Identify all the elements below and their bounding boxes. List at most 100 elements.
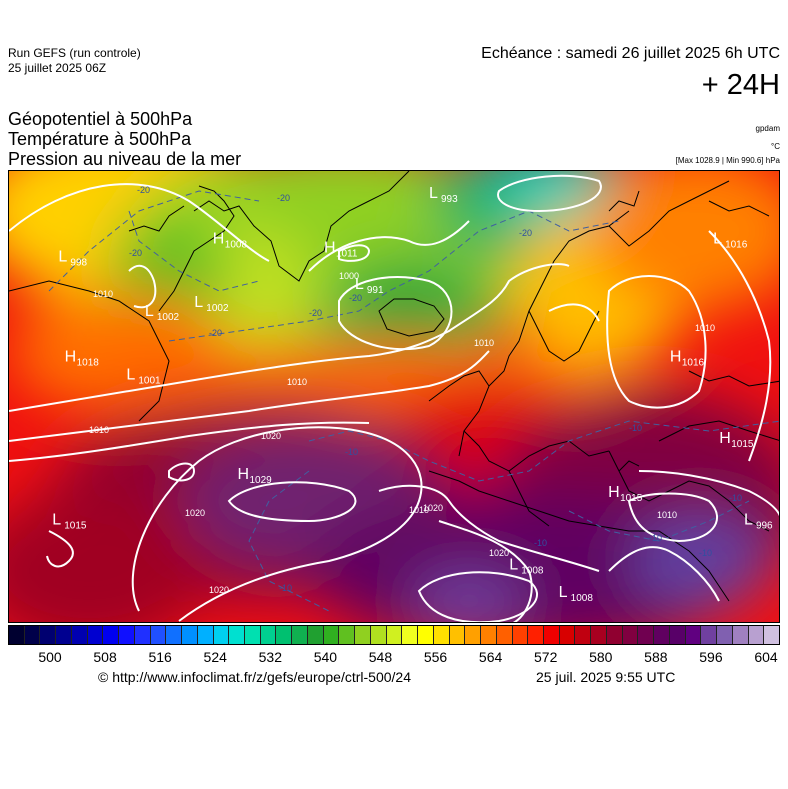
pressure-center-value: 991	[367, 285, 384, 296]
isobar-label: 1010	[93, 289, 113, 299]
isotherm-label: -20	[137, 185, 150, 195]
pressure-center: H 1018	[65, 348, 100, 368]
coastlines	[9, 171, 779, 602]
colorbar-cell	[40, 626, 57, 644]
low-pressure-letter: L	[355, 276, 364, 293]
isobar-label: 1000	[339, 271, 359, 281]
colorbar-cell	[669, 626, 686, 644]
isobar-label: 1010	[695, 323, 715, 333]
colorbar-tick-label: 588	[644, 649, 668, 665]
high-pressure-letter: H	[670, 348, 682, 365]
colorbar-cell	[591, 626, 607, 644]
colorbar-tick-label: 508	[93, 649, 117, 665]
colorbar-tick-label: 516	[148, 649, 172, 665]
isotherm-label: -20	[277, 193, 290, 203]
weather-map: 1000 1010 1010 1010 1010 1010 1020 1020 …	[8, 170, 780, 623]
colorbar-cell	[24, 626, 41, 644]
colorbar-cell	[685, 626, 702, 644]
unit-temperature: °C	[771, 142, 780, 151]
low-pressure-letter: L	[713, 230, 722, 247]
colorbar-tick-label: 524	[203, 649, 227, 665]
pressure-center-value: 1002	[157, 312, 180, 323]
isotherm-label: -20	[309, 308, 322, 318]
low-pressure-letter: L	[429, 185, 438, 202]
isobar-label: 1010	[657, 510, 677, 520]
low-pressure-letter: L	[52, 511, 61, 528]
colorbar-tick-label: 532	[258, 649, 282, 665]
colorbar-cell	[166, 626, 183, 644]
colorbar-tick-label: 556	[423, 649, 448, 665]
colorbar-cell	[654, 626, 670, 644]
low-pressure-letter: L	[58, 249, 67, 266]
colorbar-tick-label: 500	[38, 649, 62, 665]
colorbar-cell	[622, 626, 639, 644]
colorbar-cell	[182, 626, 198, 644]
colorbar-cell	[307, 626, 324, 644]
weather-map-canvas: 1000 1010 1010 1010 1010 1010 1020 1020 …	[9, 171, 779, 622]
high-pressure-letter: H	[324, 240, 336, 257]
colorbar-cell	[717, 626, 733, 644]
run-date: 25 juillet 2025 06Z	[8, 61, 107, 75]
colorbar-cell	[87, 626, 104, 644]
pressure-center: L 998	[58, 249, 87, 269]
low-pressure-letter: L	[194, 294, 203, 311]
pressure-center: H 1011	[324, 240, 358, 260]
colorbar-cell	[292, 626, 308, 644]
isobar-label: 1010	[474, 338, 494, 348]
pressure-center: L 1016	[713, 230, 748, 250]
geopotential-shading	[9, 171, 779, 622]
colorbar-cell	[449, 626, 466, 644]
pressure-center-value: 1018	[77, 357, 100, 368]
isotherm-label: -10	[345, 447, 358, 457]
pressure-center-value: 1015	[620, 493, 643, 504]
isobar-label: 1020	[423, 503, 443, 513]
isotherm-label: -10	[729, 493, 742, 503]
colorbar-cell	[402, 626, 419, 644]
colorbar-cell	[134, 626, 151, 644]
colorbar-cell	[386, 626, 403, 644]
isobar-label: 1010	[409, 505, 429, 515]
high-pressure-letter: H	[608, 484, 620, 501]
pressure-center-value: 1008	[521, 566, 544, 577]
pressure-center: H 1008	[213, 230, 248, 250]
colorbar-tick-label: 564	[478, 649, 503, 665]
colorbar-tick-label: 604	[754, 649, 778, 665]
pressure-center: H 1015	[719, 430, 754, 450]
colorbar-cell	[559, 626, 576, 644]
issued-date: 25 juil. 2025 9:55 UTC	[536, 669, 676, 685]
source-url[interactable]: © http://www.infoclimat.fr/z/gefs/europe…	[98, 669, 412, 685]
isotherm-label: -10	[279, 583, 292, 593]
pressure-center: L 1008	[559, 584, 594, 604]
high-pressure-letter: H	[238, 466, 250, 483]
pressure-center-value: 993	[441, 194, 458, 205]
colorbar-cell	[512, 626, 529, 644]
pressure-center-value: 1002	[206, 303, 229, 314]
colorbar-cell	[543, 626, 560, 644]
colorbar-cell	[355, 626, 371, 644]
colorbar-cell	[9, 626, 25, 644]
colorbar-cell	[276, 626, 293, 644]
pressure-center-value: 1008	[225, 239, 248, 250]
forecast-time: Echéance : samedi 26 juillet 2025 6h UTC	[481, 45, 780, 62]
isobar-label: 1020	[489, 548, 509, 558]
isotherm-label: -10	[534, 538, 547, 548]
field-title-pressure: Pression au niveau de la mer	[8, 149, 242, 169]
unit-pressure-range: [Max 1028.9 | Min 990.6] hPa	[675, 156, 780, 165]
colorbar-tick-label: 540	[313, 649, 338, 665]
isotherm-label: -10	[699, 548, 712, 558]
isotherms	[48, 190, 779, 612]
unit-geopotential: gpdam	[755, 124, 780, 133]
pressure-center-value: 1016	[725, 239, 748, 250]
isobar-label-group: 1000 1010 1010 1010 1010 1010 1020 1020 …	[89, 271, 715, 595]
colorbar-cell	[260, 626, 277, 644]
colorbar-cell	[496, 626, 513, 644]
colorbar-cell	[56, 626, 72, 644]
isotherm-label: -10	[649, 533, 662, 543]
colorbar-cell	[71, 626, 88, 644]
pressure-center-value: 1011	[336, 249, 358, 260]
run-title: Run GEFS (run controle)	[8, 46, 141, 60]
colorbar-cell	[229, 626, 246, 644]
colorbar-cell	[119, 626, 135, 644]
colorbar-cell	[732, 626, 749, 644]
